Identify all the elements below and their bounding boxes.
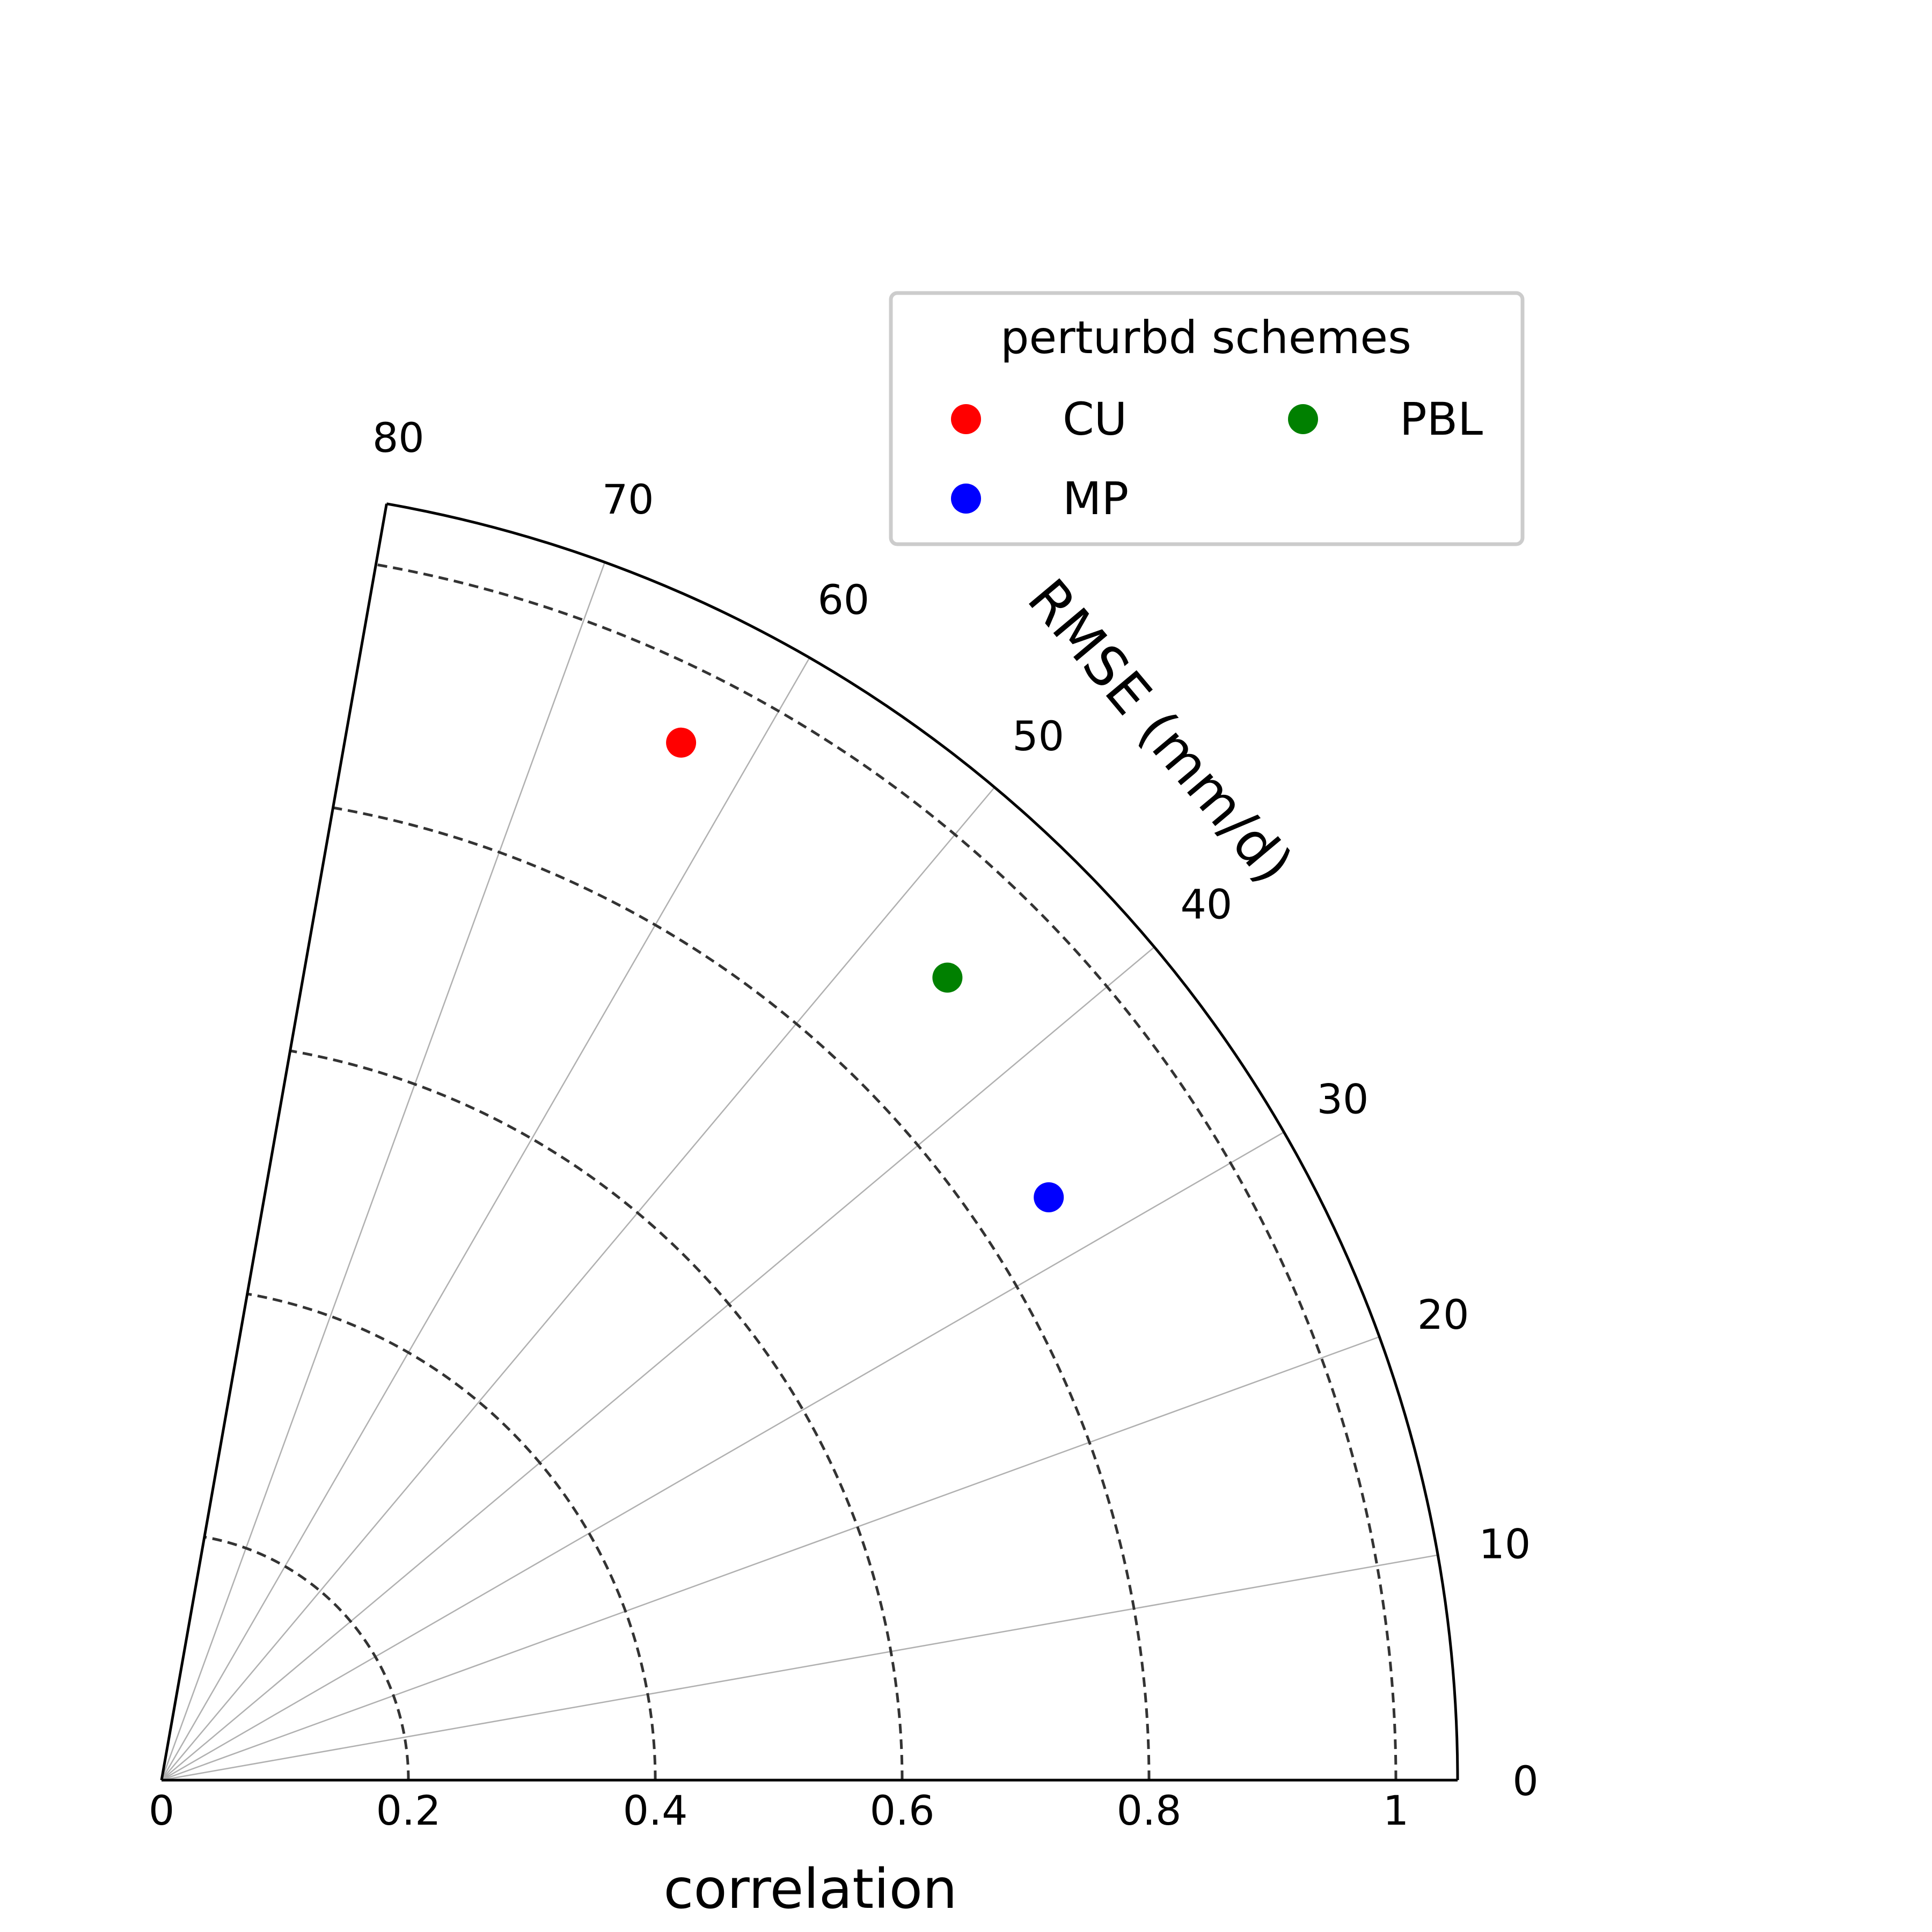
radial-tick-label-0.6: 0.6 xyxy=(870,1787,935,1834)
radial-tick-label-0: 0 xyxy=(149,1787,174,1834)
dashed-circle-0.2 xyxy=(204,1535,410,1781)
legend-label-mp: MP xyxy=(1063,472,1129,525)
radial-tick-label-1: 1 xyxy=(1383,1787,1409,1834)
radial-tick-label-0.8: 0.8 xyxy=(1117,1787,1182,1834)
dashed-circle-0.6 xyxy=(290,1049,904,1781)
dashed-circle-0.8 xyxy=(333,806,1151,1781)
dashed-circle-0.4 xyxy=(247,1292,657,1781)
data-points xyxy=(666,727,1064,1212)
legend-label-pbl: PBL xyxy=(1400,393,1483,445)
grid-ray-20 xyxy=(161,1336,1380,1781)
legend-box xyxy=(889,291,1525,546)
legend-label-cu: CU xyxy=(1063,393,1127,445)
angle-tick-label-40: 40 xyxy=(1181,880,1233,928)
angle-tick-label-30: 30 xyxy=(1317,1075,1369,1123)
grid-ray-70 xyxy=(160,562,606,1781)
dashed-circle-1 xyxy=(375,563,1397,1781)
legend-marker-pbl xyxy=(1288,404,1318,434)
angle-tick-label-0: 0 xyxy=(1512,1757,1538,1805)
x-axis-title: correlation xyxy=(663,1857,957,1921)
radial-tick-labels: 0 0.2 0.4 0.6 0.8 1 xyxy=(149,1787,1409,1834)
legend-entries: CU MP PBL xyxy=(951,393,1483,525)
angle-tick-label-20: 20 xyxy=(1417,1291,1469,1338)
left-axis-line xyxy=(160,503,388,1781)
legend-marker-mp xyxy=(951,484,981,514)
data-point-cu xyxy=(666,727,697,758)
outer-arc xyxy=(386,502,1459,1781)
data-point-mp xyxy=(1034,1182,1064,1212)
legend: perturbd schemes CU MP PBL xyxy=(889,291,1525,546)
grid-ray-40 xyxy=(161,946,1155,1781)
data-point-pbl xyxy=(932,962,963,993)
angular-grid-lines xyxy=(160,562,1438,1781)
grid-ray-10 xyxy=(161,1554,1438,1781)
dashed-circles xyxy=(204,563,1397,1781)
grid-ray-60 xyxy=(160,657,810,1781)
axes-frame xyxy=(160,502,1459,1782)
angular-tick-labels: 0 10 20 30 40 50 60 70 80 xyxy=(372,414,1539,1805)
legend-marker-cu xyxy=(951,404,981,434)
radial-tick-label-0.4: 0.4 xyxy=(623,1787,688,1834)
angle-tick-label-80: 80 xyxy=(372,414,425,462)
radial-tick-label-0.2: 0.2 xyxy=(376,1787,441,1834)
angle-tick-label-50: 50 xyxy=(1012,712,1064,760)
angle-tick-label-10: 10 xyxy=(1479,1520,1531,1568)
angle-tick-label-60: 60 xyxy=(817,576,869,624)
grid-ray-50 xyxy=(161,787,996,1781)
angle-tick-label-70: 70 xyxy=(602,475,654,523)
legend-title: perturbd schemes xyxy=(1000,311,1411,364)
grid-ray-30 xyxy=(161,1131,1285,1781)
